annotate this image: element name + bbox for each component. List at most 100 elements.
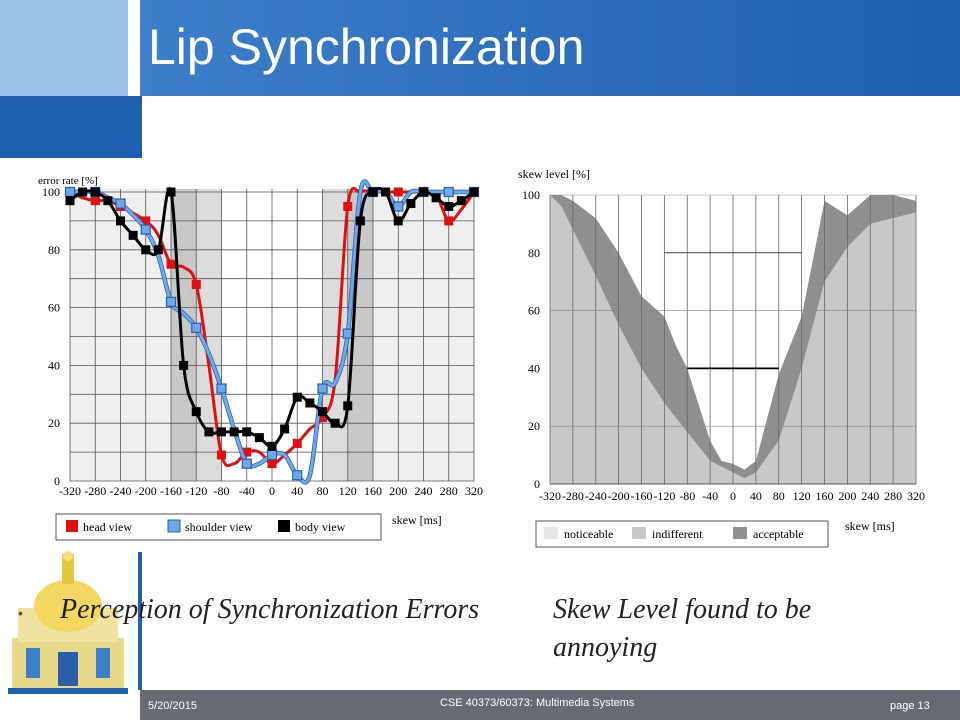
data-point-marker xyxy=(64,186,76,198)
caption-right-line2: annoying xyxy=(553,632,658,663)
title-bar xyxy=(140,0,960,96)
x-tick-label: 80 xyxy=(773,489,785,503)
x-tick-label: -240 xyxy=(585,489,607,503)
x-tick-label: -120 xyxy=(185,484,207,498)
data-point-marker xyxy=(242,427,252,437)
data-point-marker xyxy=(267,459,277,469)
left-accent-line xyxy=(138,96,142,158)
x-tick-label: 280 xyxy=(440,484,458,498)
legend-swatch xyxy=(632,527,646,539)
data-point-marker xyxy=(393,201,404,212)
data-point-marker xyxy=(317,383,328,394)
y-axis-title: skew level [%] xyxy=(518,167,590,181)
data-point-marker xyxy=(65,196,75,206)
y-tick-label: 20 xyxy=(528,419,540,433)
data-point-marker xyxy=(292,438,302,448)
x-tick-label: -320 xyxy=(59,484,81,498)
x-axis-title: skew [ms] xyxy=(845,519,895,533)
x-tick-label: 200 xyxy=(838,489,856,503)
x-tick-label: 200 xyxy=(389,484,407,498)
footer-course: CSE 40373/60373: Multimedia Systems xyxy=(440,697,635,709)
data-point-marker xyxy=(419,187,428,197)
x-tick-label: -280 xyxy=(562,489,584,503)
data-point-marker xyxy=(343,201,353,211)
data-point-marker xyxy=(115,198,126,209)
data-point-marker xyxy=(368,187,378,197)
x-tick-label: 280 xyxy=(884,489,902,503)
x-tick-label: 240 xyxy=(861,489,879,503)
x-tick-label: -40 xyxy=(702,489,718,503)
x-tick-label: 120 xyxy=(339,484,357,498)
data-point-marker xyxy=(166,187,176,197)
data-point-marker xyxy=(191,322,202,333)
x-tick-label: 0 xyxy=(730,489,736,503)
legend-label: acceptable xyxy=(753,527,804,541)
data-point-marker xyxy=(217,427,226,437)
x-tick-label: -240 xyxy=(110,484,132,498)
y-tick-label: 40 xyxy=(528,361,540,375)
data-point-marker xyxy=(116,216,125,226)
footer-page: page 13 xyxy=(890,700,930,712)
y-tick-label: 60 xyxy=(48,301,60,315)
data-point-marker xyxy=(90,196,100,206)
data-point-marker xyxy=(103,196,113,206)
data-point-marker xyxy=(444,216,454,226)
data-point-marker xyxy=(141,216,151,226)
y-tick-label: 60 xyxy=(528,304,540,318)
data-point-marker xyxy=(217,450,226,460)
data-point-marker xyxy=(431,193,441,203)
y-tick-label: 100 xyxy=(42,185,60,199)
data-point-marker xyxy=(153,245,163,255)
x-tick-label: -200 xyxy=(135,484,157,498)
data-point-marker xyxy=(443,186,454,198)
data-point-marker xyxy=(191,279,201,289)
legend-box xyxy=(55,513,382,541)
data-point-marker xyxy=(141,245,151,255)
bullet-marker: • xyxy=(18,605,23,621)
data-point-marker xyxy=(179,360,189,370)
data-point-marker xyxy=(381,187,391,197)
data-point-marker xyxy=(456,196,466,206)
data-point-marker xyxy=(128,230,138,240)
data-point-marker xyxy=(216,383,227,394)
caption-left: Perception of Synchronization Errors xyxy=(60,594,480,625)
legend-label: shoulder view xyxy=(185,520,253,534)
data-point-marker xyxy=(78,187,88,197)
x-tick-label: -120 xyxy=(653,489,675,503)
chart-area: error rate [%]skew [ms]020406080100-320-… xyxy=(38,167,925,548)
data-point-marker xyxy=(254,433,264,443)
data-point-marker xyxy=(393,216,403,226)
x-tick-label: -160 xyxy=(160,484,182,498)
y-tick-label: 0 xyxy=(54,474,60,488)
data-point-marker xyxy=(267,441,277,451)
data-point-marker xyxy=(140,224,151,235)
x-tick-label: 40 xyxy=(750,489,762,503)
data-point-marker xyxy=(292,392,302,402)
y-tick-label: 0 xyxy=(534,477,540,491)
x-tick-label: -80 xyxy=(679,489,695,503)
data-point-marker xyxy=(343,401,353,411)
y-tick-label: 20 xyxy=(48,416,60,430)
legend-label: noticeable xyxy=(564,527,613,541)
legend-swatch xyxy=(66,520,78,532)
data-point-marker xyxy=(444,201,454,211)
university-logo-icon xyxy=(8,551,128,694)
data-point-marker xyxy=(342,328,353,339)
x-tick-label: 120 xyxy=(793,489,811,503)
x-tick-label: -80 xyxy=(214,484,230,498)
legend-swatch xyxy=(278,520,290,532)
caption-right-line1: Skew Level found to be xyxy=(553,594,812,625)
legend-swatch xyxy=(544,527,558,539)
data-point-marker xyxy=(166,259,176,269)
slide-title: Lip Synchronization xyxy=(148,19,585,75)
data-point-marker xyxy=(393,187,403,197)
x-tick-label: -280 xyxy=(84,484,106,498)
data-point-marker xyxy=(242,447,252,457)
x-tick-label: -40 xyxy=(239,484,255,498)
data-point-marker xyxy=(165,296,177,307)
data-point-marker xyxy=(191,407,201,417)
x-tick-label: 0 xyxy=(269,484,275,498)
x-tick-label: -200 xyxy=(608,489,630,503)
x-axis-title: skew [ms] xyxy=(392,513,442,527)
legend-label: head view xyxy=(83,520,132,534)
